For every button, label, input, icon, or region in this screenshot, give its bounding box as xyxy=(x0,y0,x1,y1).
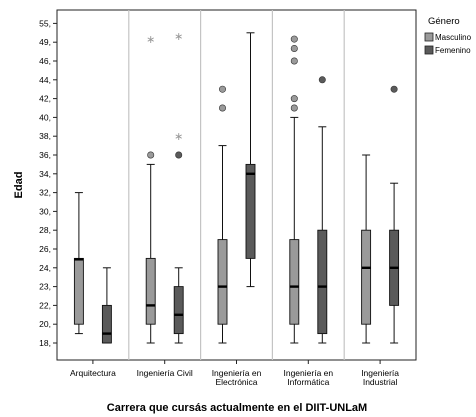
y-tick-label: 34, xyxy=(39,169,51,179)
box-femenino-1: ∗∗ xyxy=(173,30,184,344)
box-iqr xyxy=(145,257,156,325)
y-tick-label: 23, xyxy=(39,282,51,292)
box-masculino-1: ∗ xyxy=(145,33,156,344)
y-axis-title: Edad xyxy=(13,172,25,199)
y-tick-label: 36, xyxy=(39,150,51,160)
box-masculino-4 xyxy=(361,154,372,344)
extreme-point: ∗ xyxy=(174,30,183,43)
legend-title: Género xyxy=(428,16,460,27)
x-tick-label: Arquitectura xyxy=(70,368,116,378)
box-iqr xyxy=(289,239,300,325)
y-tick-label: 55, xyxy=(39,18,51,28)
legend-label-femenino: Femenino xyxy=(435,46,471,55)
outlier-point xyxy=(318,76,326,84)
y-tick-label: 44, xyxy=(39,75,51,85)
box-masculino-0 xyxy=(73,192,84,335)
plot-area xyxy=(56,9,417,361)
outlier-point xyxy=(290,57,298,65)
box-femenino-0 xyxy=(101,267,112,344)
box-femenino-3 xyxy=(317,76,328,344)
outlier-point xyxy=(290,104,298,112)
box-iqr xyxy=(101,304,112,344)
x-tick-label: Industrial xyxy=(363,377,398,387)
y-tick-label: 26, xyxy=(39,244,51,254)
y-tick-label: 38, xyxy=(39,131,51,141)
x-tick-label: Ingeniería en xyxy=(283,368,333,378)
box-iqr xyxy=(173,286,184,335)
box-femenino-2 xyxy=(245,32,256,288)
y-tick-label: 32, xyxy=(39,188,51,198)
y-tick-label: 30, xyxy=(39,206,51,216)
x-tick-label: Electrónica xyxy=(215,377,257,387)
x-axis-title: Carrera que cursás actualmente en el DII… xyxy=(107,402,367,414)
x-tick-label: Informática xyxy=(287,377,329,387)
box-iqr xyxy=(73,257,84,325)
y-tick-label: 18, xyxy=(39,338,51,348)
outlier-point xyxy=(219,104,227,112)
legend-swatch-femenino xyxy=(424,45,434,55)
legend-label-masculino: Masculino xyxy=(435,33,472,42)
y-tick-label: 46, xyxy=(39,56,51,66)
y-tick-label: 22, xyxy=(39,300,51,310)
outlier-point xyxy=(390,85,398,93)
x-tick-label: Ingeniería xyxy=(361,368,399,378)
box-femenino-4 xyxy=(389,85,400,344)
outlier-point xyxy=(219,85,227,93)
y-tick-label: 24, xyxy=(39,263,51,273)
box-masculino-2 xyxy=(217,85,228,344)
legend-swatch-masculino xyxy=(424,32,434,42)
outlier-point xyxy=(290,35,298,43)
y-tick-label: 20, xyxy=(39,319,51,329)
x-tick-label: Ingeniería en xyxy=(212,368,262,378)
box-masculino-3 xyxy=(289,35,300,344)
y-tick-label: 49, xyxy=(39,37,51,47)
box-iqr xyxy=(317,229,328,335)
box-iqr xyxy=(245,163,256,259)
outlier-point xyxy=(147,151,155,159)
extreme-point: ∗ xyxy=(174,130,183,143)
x-tick-label: Ingeniería Civil xyxy=(137,368,193,378)
outlier-point xyxy=(290,44,298,52)
y-tick-label: 28, xyxy=(39,225,51,235)
box-iqr xyxy=(361,229,372,325)
y-tick-label: 42, xyxy=(39,94,51,104)
y-tick-label: 40, xyxy=(39,112,51,122)
extreme-point: ∗ xyxy=(146,33,155,46)
box-iqr xyxy=(217,239,228,325)
outlier-point xyxy=(290,95,298,103)
outlier-point xyxy=(175,151,183,159)
